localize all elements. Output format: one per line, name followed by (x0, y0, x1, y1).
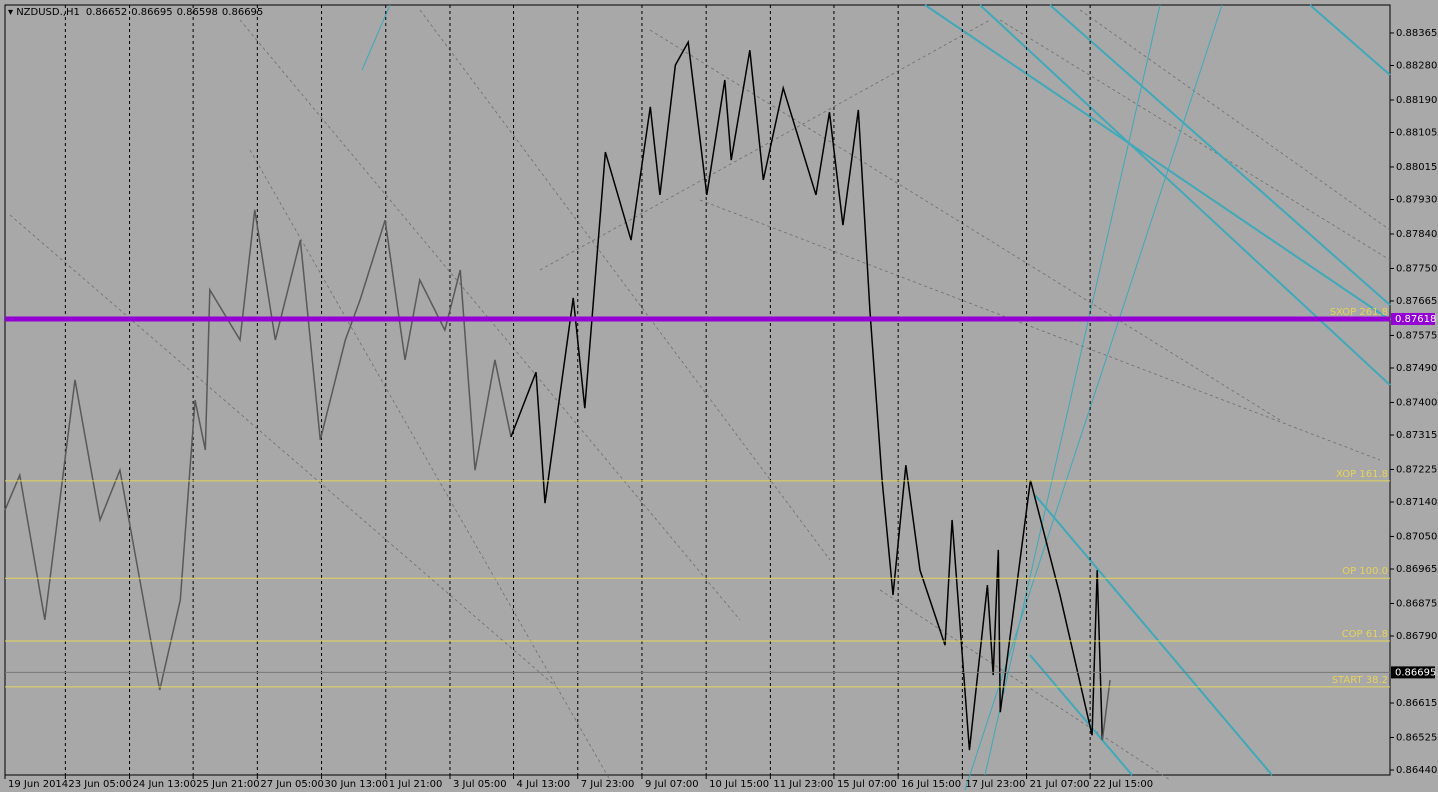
x-tick-label: 27 Jun 05:00 (260, 779, 324, 790)
y-tick-label: 0.86615 (1396, 698, 1437, 709)
x-tick-label: 15 Jul 07:00 (837, 779, 897, 790)
x-tick-label: 21 Jul 07:00 (1030, 779, 1090, 790)
price-line (4, 209, 512, 691)
level-label: XOP 161.8 (1336, 469, 1388, 480)
y-tick-label: 0.87315 (1396, 430, 1437, 441)
x-tick-label: 4 Jul 13:00 (517, 779, 571, 790)
trend-line (419, 9, 831, 561)
y-tick-label: 0.87665 (1396, 296, 1437, 307)
x-tick-label: 10 Jul 15:00 (709, 779, 769, 790)
level-label: COP 61.8 (1342, 629, 1388, 640)
y-tick-label: 0.87140 (1396, 497, 1437, 508)
level-value-label: 0.87618 (1395, 314, 1436, 325)
symbol: NZDUSD.,H1 (16, 7, 80, 18)
y-tick-label: 0.86525 (1396, 732, 1437, 743)
current-price-label: 0.86695 (1395, 667, 1436, 678)
channel-line (1029, 654, 1133, 776)
x-tick-label: 23 Jun 05:00 (68, 779, 132, 790)
x-tick-label: 1 Jul 21:00 (389, 779, 443, 790)
trend-line (249, 149, 611, 781)
x-tick-label: 30 Jun 13:00 (325, 779, 389, 790)
y-tick-label: 0.88015 (1396, 162, 1437, 173)
x-tick-label: 17 Jul 23:00 (965, 779, 1025, 790)
y-tick-label: 0.86440 (1396, 765, 1437, 776)
x-tick-label: 25 Jun 21:00 (196, 779, 260, 790)
trend-line (879, 589, 1171, 781)
low: 0.86598 (177, 7, 218, 18)
y-tick-label: 0.87225 (1396, 464, 1437, 475)
y-tick-label: 0.86875 (1396, 598, 1437, 609)
x-tick-label: 7 Jul 23:00 (581, 779, 635, 790)
level-label: OP 100.0 (1342, 566, 1388, 577)
current-price-box (1391, 666, 1435, 679)
high: 0.86695 (131, 7, 172, 18)
level-value-box (1391, 312, 1435, 325)
trend-line (9, 214, 561, 691)
price-line (510, 39, 1104, 751)
y-tick-label: 0.86790 (1396, 631, 1437, 642)
dropdown-icon: ▾ (8, 7, 16, 18)
header: ▾ NZDUSD.,H1 0.86652 0.86695 0.86598 0.86695 (8, 7, 263, 18)
channel-line (1049, 4, 1391, 306)
trend-line (699, 199, 1381, 461)
x-tick-label: 19 Jun 2014 (8, 779, 68, 790)
level-label: SXOP 261.8 (1330, 307, 1388, 318)
plot-area (4, 4, 1391, 776)
y-tick-label: 0.87575 (1396, 330, 1437, 341)
y-tick-label: 0.88365 (1396, 28, 1437, 39)
x-tick-label: 16 Jul 15:00 (901, 779, 961, 790)
channel-line (361, 4, 391, 71)
y-tick-label: 0.87930 (1396, 195, 1437, 206)
price-line (1101, 679, 1111, 741)
y-tick-label: 0.87750 (1396, 263, 1437, 274)
y-tick-label: 0.87050 (1396, 531, 1437, 542)
level-label: START 38.2 (1332, 675, 1388, 686)
x-tick-label: 9 Jul 07:00 (645, 779, 699, 790)
y-tick-label: 0.87400 (1396, 397, 1437, 408)
channel-line (1309, 4, 1391, 76)
y-tick-label: 0.87840 (1396, 229, 1437, 240)
close: 0.86695 (222, 7, 263, 18)
y-tick-label: 0.87490 (1396, 363, 1437, 374)
trend-line (539, 19, 991, 271)
chart-layer: 19 Jun 2014 23 Jun 05:00 24 Jun 13:00 25 Ju… (4, 5, 1437, 790)
y-tick-label: 0.86965 (1396, 564, 1437, 575)
trend-line (999, 19, 1391, 261)
x-tick-label: 11 Jul 23:00 (773, 779, 833, 790)
x-tick-label: 24 Jun 13:00 (133, 779, 197, 790)
open: 0.86652 (86, 7, 127, 18)
y-tick-label: 0.88190 (1396, 95, 1437, 106)
x-tick-label: 22 Jul 15:00 (1093, 779, 1153, 790)
channel-line (984, 4, 1161, 776)
y-tick-label: 0.88280 (1396, 60, 1437, 71)
channel-line (979, 4, 1391, 386)
x-tick-label: 3 Jul 05:00 (453, 779, 507, 790)
y-tick-label: 0.88105 (1396, 128, 1437, 139)
channel-line (1034, 494, 1273, 776)
channel-line (924, 4, 1391, 321)
